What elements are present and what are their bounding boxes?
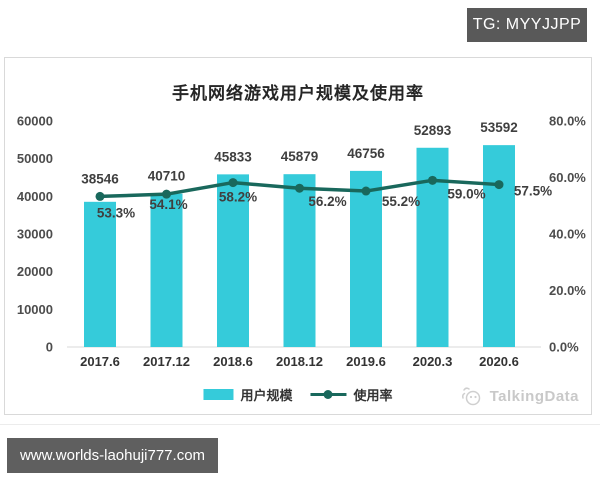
line-series-dot	[323, 390, 333, 399]
usage-rate-label: 59.0%	[447, 186, 485, 201]
bar-user-scale	[283, 174, 316, 347]
talkingdata-logo-icon	[461, 387, 480, 406]
left-axis-tick: 60000	[17, 114, 53, 129]
usage-rate-label: 55.2%	[382, 194, 420, 209]
bar-value-label: 45833	[214, 149, 252, 164]
bar-value-label: 40710	[148, 169, 186, 184]
right-axis-tick: 0.0%	[549, 340, 579, 355]
talkingdata-watermark: TalkingData	[461, 386, 579, 406]
right-axis-tick: 20.0%	[549, 283, 586, 298]
usage-rate-marker	[361, 186, 371, 196]
usage-rate-marker	[295, 183, 304, 193]
bar-user-scale	[84, 201, 116, 347]
x-axis-label: 2018.6	[213, 354, 253, 369]
x-axis-label: 2020.6	[479, 354, 519, 369]
right-axis-tick: 80.0%	[549, 114, 586, 129]
usage-rate-label: 58.2%	[219, 190, 257, 205]
chart-panel: 0 10000 20000 30000 40000 50000 60000 0.0% 20.0%…	[4, 57, 592, 415]
usage-rate-marker	[428, 175, 437, 185]
x-axis-label: 2020.3	[413, 354, 453, 369]
legend-label-usage-rate: 使用率	[353, 388, 393, 403]
legend-item-user-scale: 用户规模	[203, 385, 293, 404]
usage-rate-marker	[95, 191, 105, 201]
bar-user-scale	[150, 193, 183, 347]
right-axis-tick: 40.0%	[549, 227, 586, 242]
usage-rate-marker	[162, 189, 171, 199]
chart-legend: 用户规模 使用率	[203, 385, 393, 404]
watermark-text: TalkingData	[489, 387, 579, 405]
x-axis-label: 2017.6	[80, 354, 120, 369]
bar-user-scale	[350, 170, 382, 347]
bar-value-label: 38546	[81, 171, 119, 186]
bar-value-label: 45879	[281, 149, 319, 164]
tg-badge: TG: MYYJJPP	[467, 8, 587, 42]
url-bar: www.worlds-laohuji777.com	[7, 438, 218, 473]
left-axis-tick: 40000	[17, 189, 53, 204]
left-axis-tick: 0	[46, 340, 53, 355]
bar-user-scale	[217, 174, 249, 347]
right-axis-tick: 60.0%	[549, 170, 586, 185]
usage-rate-label: 54.1%	[149, 197, 187, 212]
bar-value-label: 46756	[347, 146, 385, 161]
x-axis-label: 2017.12	[143, 354, 190, 369]
usage-rate-label: 53.3%	[97, 205, 135, 220]
bar-value-label: 53592	[480, 120, 518, 135]
left-axis-tick: 10000	[17, 302, 53, 317]
chart-canvas: 0 10000 20000 30000 40000 50000 60000 0.0% 20.0%…	[17, 114, 586, 370]
left-axis-tick: 30000	[17, 227, 53, 242]
bottom-divider	[0, 424, 600, 425]
usage-rate-label: 56.2%	[308, 194, 346, 209]
x-axis-label: 2019.6	[346, 354, 386, 369]
legend-item-usage-rate: 使用率	[310, 385, 393, 404]
bar-user-scale	[483, 145, 515, 347]
x-axis-label: 2018.12	[276, 354, 323, 369]
usage-rate-marker	[228, 178, 238, 188]
usage-rate-label: 57.5%	[514, 184, 552, 199]
usage-rate-marker	[494, 180, 504, 190]
bar-series-swatch	[203, 389, 234, 400]
line-series-swatch	[310, 390, 347, 399]
bar-value-label: 52893	[414, 123, 452, 138]
left-axis-tick: 50000	[17, 151, 53, 166]
left-axis-tick: 20000	[17, 264, 53, 279]
legend-label-user-scale: 用户规模	[240, 388, 293, 403]
chart-title: 手机网络游戏用户规模及使用率	[172, 84, 424, 103]
